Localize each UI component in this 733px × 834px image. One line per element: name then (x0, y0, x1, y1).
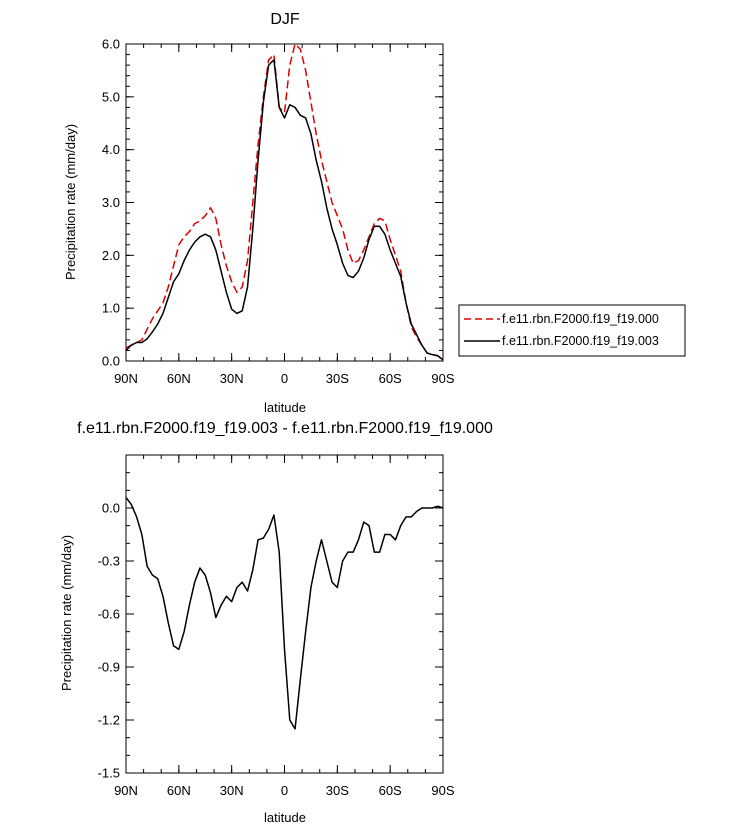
y-tick-label: -0.6 (98, 607, 120, 622)
x-tick-label: 30N (220, 371, 244, 386)
legend: f.e11.rbn.F2000.f19_f19.000 f.e11.rbn.F2… (458, 304, 686, 357)
y-tick-label: 2.0 (102, 248, 120, 263)
panel-difference: f.e11.rbn.F2000.f19_f19.003 - f.e11.rbn.… (59, 420, 493, 825)
plot-area: 90N 60N 30N 0 30S 60S 90S 0.0 1.0 2.0 3.0 4.0 5.0 6.0 (102, 37, 455, 387)
series-line-f19.003 (125, 59, 444, 361)
x-tick-label: 90N (114, 783, 138, 798)
y-tick-label: -0.9 (98, 660, 120, 675)
x-tick-label: 60S (379, 783, 402, 798)
y-axis-label: Precipitation rate (mm/day) (59, 535, 74, 691)
y-tick-label: -1.2 (98, 713, 120, 728)
x-tick-label: 60S (379, 371, 402, 386)
x-tick-label: 0 (281, 783, 288, 798)
x-tick-label: 90S (431, 371, 454, 386)
y-tick-label: 1.0 (102, 301, 120, 316)
chart-title: f.e11.rbn.F2000.f19_f19.003 - f.e11.rbn.… (77, 420, 493, 437)
x-tick-label: 60N (167, 783, 191, 798)
x-tick-label: 30S (326, 371, 349, 386)
plot-frame (125, 454, 444, 774)
x-tick-label: 90S (431, 783, 454, 798)
plot-area: 90N 60N 30N 0 30S 60S 90S -1.5 -1.2 -0.9 -0.6 -0.3 0… (98, 454, 455, 798)
y-axis-label: Precipitation rate (mm/day) (63, 124, 78, 280)
panel-djf: DJF 90N 60N 30N 0 30S 60S 90S 0.0 1.0 2.0 3.0 4.0 5.… (63, 11, 686, 415)
plot-frame (125, 43, 444, 362)
x-tick-label: 0 (281, 371, 288, 386)
x-axis-label: latitude (264, 400, 306, 415)
y-tick-label: 0.0 (102, 501, 120, 516)
chart-title: DJF (270, 11, 300, 28)
series-line-difference (125, 496, 444, 730)
legend-box (458, 304, 686, 357)
y-tick-label: -0.3 (98, 554, 120, 569)
y-tick-label: -1.5 (98, 766, 120, 781)
x-tick-label: 30S (326, 783, 349, 798)
y-tick-label: 3.0 (102, 195, 120, 210)
x-axis-label: latitude (264, 810, 306, 825)
y-tick-label: 0.0 (102, 354, 120, 369)
y-tick-label: 4.0 (102, 142, 120, 157)
y-tick-label: 5.0 (102, 89, 120, 104)
x-tick-label: 30N (220, 783, 244, 798)
legend-entry-series-003: f.e11.rbn.F2000.f19_f19.003 (502, 334, 659, 348)
series-line-f19.000 (125, 43, 444, 361)
y-tick-label: 6.0 (102, 37, 120, 52)
x-tick-label: 60N (167, 371, 191, 386)
x-tick-label: 90N (114, 371, 138, 386)
legend-entry-series-000: f.e11.rbn.F2000.f19_f19.000 (502, 312, 659, 326)
